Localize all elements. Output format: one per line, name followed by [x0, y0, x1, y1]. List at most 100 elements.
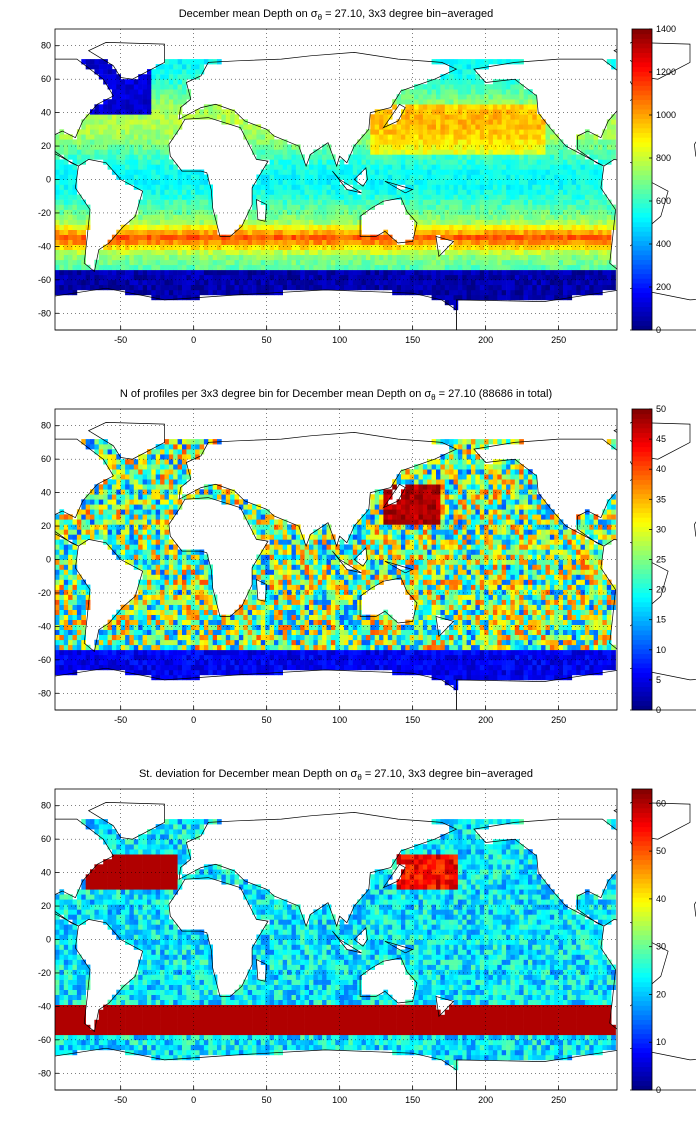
- data-cell: [125, 174, 130, 180]
- data-cell: [475, 174, 481, 180]
- data-cell: [440, 84, 446, 90]
- data-cell: [558, 159, 564, 165]
- data-cell: [295, 284, 301, 291]
- data-cell: [593, 164, 599, 170]
- data-cell: [396, 99, 402, 105]
- data-cell: [444, 214, 450, 220]
- data-cell: [55, 659, 60, 666]
- data-cell: [274, 179, 279, 185]
- data-cell: [59, 134, 65, 140]
- data-cell: [414, 244, 419, 250]
- data-cell: [147, 139, 152, 145]
- data-cell: [103, 124, 108, 130]
- data-cell: [387, 144, 393, 150]
- data-cell: [326, 154, 332, 160]
- data-cell: [436, 79, 441, 85]
- data-cell: [111, 524, 117, 530]
- data-cell: [269, 139, 275, 145]
- data-cell: [72, 589, 78, 595]
- data-cell: [554, 144, 559, 150]
- data-cell: [357, 219, 362, 225]
- data-cell: [484, 279, 489, 286]
- data-cell: [107, 154, 113, 160]
- data-cell: [164, 129, 170, 135]
- data-cell: [208, 259, 213, 266]
- data-cell: [361, 184, 367, 190]
- data-cell: [265, 244, 270, 250]
- data-cell: [405, 274, 410, 281]
- data-cell: [344, 174, 349, 180]
- data-cell: [536, 244, 542, 250]
- data-cell: [81, 269, 86, 276]
- colorbar-segment: [632, 311, 652, 317]
- data-cell: [81, 144, 86, 150]
- data-cell: [541, 289, 546, 296]
- data-cell: [414, 159, 419, 165]
- data-cell: [409, 279, 415, 286]
- data-cell: [479, 179, 485, 185]
- data-cell: [453, 64, 459, 70]
- data-cell: [488, 209, 494, 215]
- data-cell: [111, 114, 117, 120]
- data-cell: [287, 154, 292, 160]
- data-cell: [549, 224, 555, 230]
- data-cell: [164, 224, 170, 230]
- data-cell: [344, 274, 349, 281]
- data-cell: [160, 234, 165, 240]
- data-cell: [519, 164, 524, 170]
- data-cell: [138, 629, 143, 635]
- data-cell: [549, 219, 555, 225]
- data-cell: [405, 129, 410, 135]
- data-cell: [440, 149, 446, 155]
- data-cell: [142, 189, 148, 195]
- data-cell: [278, 229, 283, 235]
- data-cell: [168, 69, 174, 75]
- data-cell: [208, 104, 213, 110]
- data-cell: [536, 264, 542, 271]
- data-cell: [414, 274, 419, 281]
- data-cell: [462, 144, 467, 150]
- data-cell: [256, 219, 262, 225]
- data-cell: [322, 244, 327, 250]
- data-cell: [453, 119, 459, 125]
- data-cell: [260, 169, 266, 175]
- data-cell: [116, 164, 121, 170]
- data-cell: [129, 654, 135, 661]
- data-cell: [339, 189, 345, 195]
- data-cell: [68, 519, 73, 525]
- data-cell: [111, 449, 117, 455]
- data-cell: [523, 249, 529, 255]
- data-cell: [326, 229, 332, 235]
- data-cell: [72, 574, 78, 580]
- data-cell: [462, 259, 467, 266]
- data-cell: [501, 149, 507, 155]
- data-cell: [589, 184, 594, 190]
- data-cell: [436, 119, 441, 125]
- data-cell: [120, 549, 126, 555]
- data-cell: [471, 229, 476, 235]
- data-cell: [269, 144, 275, 150]
- data-cell: [554, 204, 559, 210]
- data-cell: [129, 179, 135, 185]
- data-cell: [116, 459, 121, 465]
- data-cell: [365, 279, 371, 286]
- data-cell: [68, 169, 73, 175]
- data-cell: [103, 159, 108, 165]
- data-cell: [436, 139, 441, 145]
- colorbar-segment: [632, 273, 652, 279]
- data-cell: [457, 134, 463, 140]
- data-cell: [76, 529, 82, 535]
- data-cell: [116, 509, 121, 515]
- data-cell: [72, 519, 78, 525]
- data-cell: [563, 269, 568, 276]
- data-cell: [81, 134, 86, 140]
- data-cell: [510, 254, 516, 261]
- data-cell: [466, 149, 472, 155]
- data-cell: [339, 254, 345, 261]
- data-cell: [133, 214, 139, 220]
- data-cell: [269, 199, 275, 205]
- data-cell: [379, 264, 384, 271]
- data-cell: [203, 184, 209, 190]
- data-cell: [387, 244, 393, 250]
- data-cell: [357, 254, 362, 261]
